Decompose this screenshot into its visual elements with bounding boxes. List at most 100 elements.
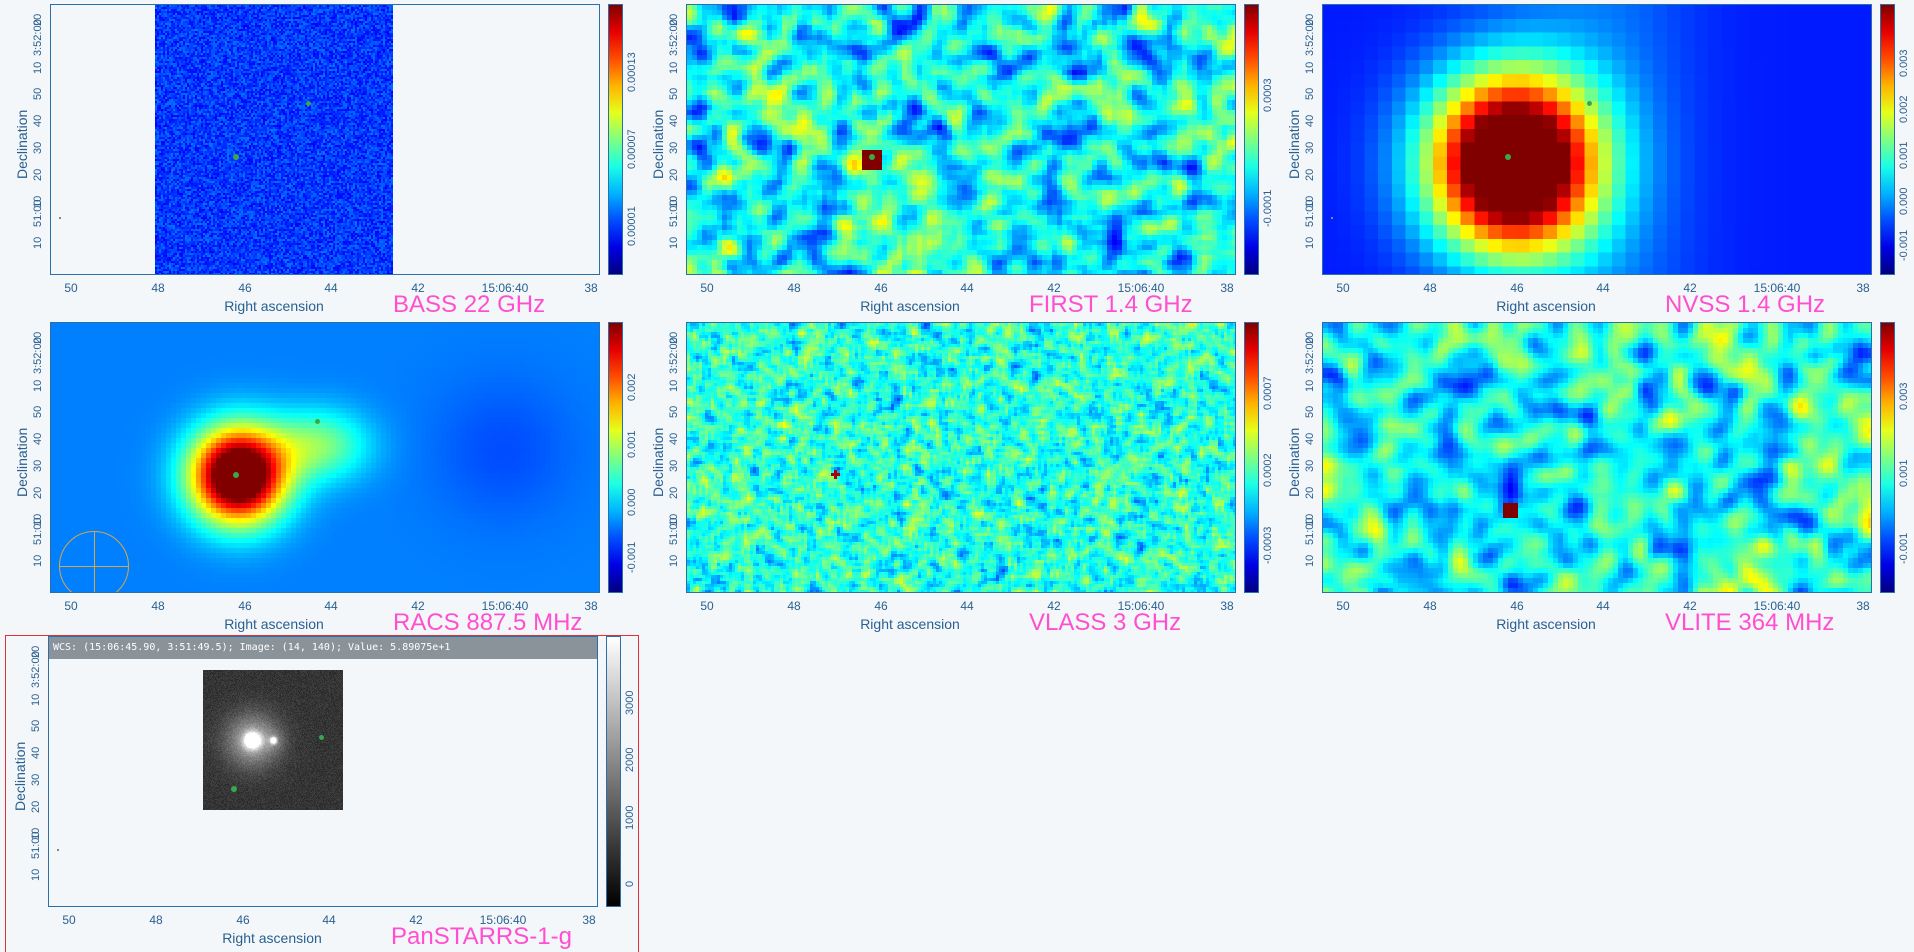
x-axis-label: Right ascension: [860, 298, 960, 314]
colorbar-tick-label: -0.0001: [1262, 189, 1274, 227]
colorbar-tick-label: 0.003: [1898, 49, 1910, 77]
ra-tick-label: 46: [238, 281, 252, 295]
ra-tick-label: 44: [324, 281, 338, 295]
dec-tick-label: 51:00: [1304, 199, 1316, 227]
ra-tick-label: 48: [787, 599, 801, 613]
ra-tick-label: 46: [874, 599, 888, 613]
ra-tick-label: 15:06:40: [1753, 281, 1801, 295]
y-axis-label: Declination: [650, 427, 666, 497]
dec-tick-label: 40: [30, 746, 42, 759]
dec-tick-label: 51:00: [1304, 517, 1316, 545]
dec-tick-label: 30: [668, 141, 680, 154]
ra-tick-label: 38: [584, 599, 598, 613]
dec-tick-label: 30: [32, 141, 44, 154]
panel-racs[interactable]: 20 3:52:00 10 50 40 30 20 10 51:00 10 50 48 46 44 42 15…: [8, 322, 638, 640]
dec-tick-label: 10: [668, 379, 680, 392]
survey-title: NVSS 1.4 GHz: [1665, 291, 1826, 318]
survey-title: RACS 887.5 MHz: [393, 609, 583, 636]
colorbar: [606, 636, 621, 907]
ra-tick-label: 44: [324, 599, 338, 613]
colorbar-tick-label: 2000: [624, 747, 636, 773]
dec-tick-label: 10: [32, 379, 44, 392]
ra-tick-label: 46: [236, 913, 250, 927]
ra-tick-label: 48: [787, 281, 801, 295]
panel-nvss[interactable]: 20 3:52:00 10 50 40 30 20 10 51:00 10 50 48 46 44 42 15…: [1280, 4, 1910, 322]
ra-tick-label: 42: [409, 913, 423, 927]
dec-tick-label: 20: [32, 486, 44, 499]
image-plot[interactable]: [686, 322, 1236, 593]
dec-tick-label: 51:00: [668, 517, 680, 545]
dec-tick-label: 10: [32, 554, 44, 567]
ra-tick-label: 38: [1856, 599, 1870, 613]
wcs-readout: WCS: (15:06:45.90, 3:51:49.5); Image: (1…: [49, 637, 597, 659]
panel-panstarrs[interactable]: WCS: (15:06:45.90, 3:51:49.5); Image: (1…: [5, 635, 639, 952]
image-plot[interactable]: [50, 4, 600, 275]
ra-tick-label: 50: [62, 913, 76, 927]
image-plot[interactable]: [50, 322, 600, 593]
colorbar: [608, 322, 623, 593]
ra-tick-label: 15:06:40: [481, 281, 529, 295]
colorbar-tick-label: 0.000: [626, 488, 638, 516]
colorbar-tick-label: 0.001: [626, 430, 638, 459]
ra-tick-label: 38: [584, 281, 598, 295]
ra-tick-label: 44: [1596, 599, 1610, 613]
sky-image: [687, 5, 1235, 274]
colorbar-tick-label: 0.001: [1898, 459, 1910, 487]
ra-tick-label: 15:06:40: [1117, 599, 1165, 613]
source-marker: [315, 419, 320, 424]
dec-tick-label: 3:52:00: [1304, 337, 1316, 374]
dec-tick-label: 51:00: [30, 831, 42, 859]
image-plot[interactable]: [1322, 322, 1872, 593]
image-plot[interactable]: [686, 4, 1236, 275]
panel-vlite[interactable]: 20 3:52:00 10 50 40 30 20 10 51:00 10 50 48 46 44 42 15…: [1280, 322, 1910, 640]
colorbar-tick-label: -0.001: [1898, 229, 1910, 261]
image-plot[interactable]: [1322, 4, 1872, 275]
ra-tick-label: 42: [1683, 281, 1697, 295]
ra-tick-label: 44: [322, 913, 336, 927]
source-marker: [233, 472, 239, 478]
dec-tick-label: 10: [32, 61, 44, 74]
ra-tick-label: 38: [1220, 599, 1234, 613]
y-axis-label: Declination: [1286, 427, 1302, 497]
x-axis-label: Right ascension: [860, 616, 960, 632]
y-axis-label: Declination: [650, 109, 666, 179]
x-axis-label: Right ascension: [1496, 616, 1596, 632]
panel-vlass[interactable]: 20 3:52:00 10 50 40 30 20 10 51:00 10 50 48 46 44 42 15…: [644, 322, 1274, 640]
ra-tick-label: 50: [1336, 281, 1350, 295]
dec-tick-label: 3:52:00: [32, 19, 44, 56]
colorbar-tick-label: 0.0002: [1262, 453, 1274, 487]
ra-tick-label: 15:06:40: [1753, 599, 1801, 613]
pixel-mark: [59, 217, 61, 219]
x-axis-label: Right ascension: [222, 930, 322, 946]
dec-tick-label: 50: [32, 87, 44, 100]
colorbar-tick-label: 0.00013: [626, 52, 638, 93]
dec-tick-label: 10: [668, 554, 680, 567]
ra-tick-label: 42: [411, 281, 425, 295]
dec-tick-label: 10: [668, 236, 680, 249]
dec-tick-label: 10: [30, 693, 42, 706]
dec-tick-label: 10: [1304, 236, 1316, 249]
colorbar-tick-label: 0.0007: [1262, 376, 1274, 411]
image-plot[interactable]: WCS: (15:06:45.90, 3:51:49.5); Image: (1…: [48, 636, 598, 907]
dec-tick-label: 20: [668, 168, 680, 181]
pixel-mark: [57, 849, 59, 851]
panel-first[interactable]: 20 3:52:00 10 50 40 30 20 10 51:00 10 50 48 46 44 42 15…: [644, 4, 1274, 322]
colorbar: [1880, 4, 1895, 275]
dec-tick-label: 3:52:00: [1304, 19, 1316, 56]
ra-tick-label: 48: [149, 913, 163, 927]
dec-tick-label: 51:00: [32, 517, 44, 545]
y-axis-label: Declination: [14, 109, 30, 179]
sky-image: [1323, 323, 1871, 592]
dec-tick-label: 50: [30, 719, 42, 732]
panel-bass[interactable]: 20 3:52:00 10 50 40 30 20 10 51:00 10 50 48 46 44 42 15…: [8, 4, 638, 322]
dec-tick-label: 40: [1304, 114, 1316, 127]
colorbar-tick-label: -0.001: [626, 542, 638, 574]
dec-tick-label: 10: [32, 236, 44, 249]
dec-tick-label: 40: [668, 432, 680, 445]
colorbar-tick-label: 0: [624, 881, 636, 888]
colorbar-tick-label: 0.002: [626, 373, 638, 401]
source-marker: [869, 154, 875, 160]
colorbar-tick-label: 0.002: [1898, 95, 1910, 123]
dec-tick-label: 20: [1304, 486, 1316, 499]
sky-image: [49, 637, 597, 906]
